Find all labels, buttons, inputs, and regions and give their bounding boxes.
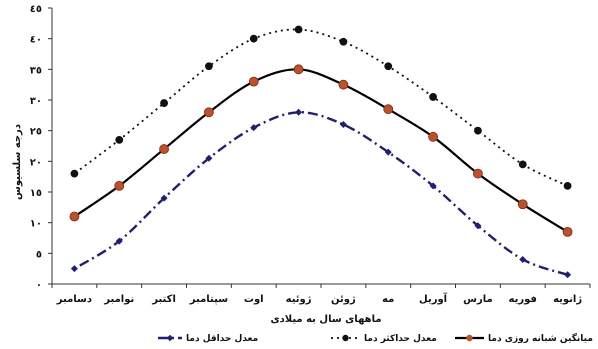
y-tick-label: ٥ xyxy=(36,249,42,260)
data-point xyxy=(159,144,169,154)
x-tick-label: دسامبر xyxy=(56,294,92,305)
x-tick-label: مارس xyxy=(463,294,493,305)
x-axis-ticks: ژانویه فوریه مارس آوریل مه ژوئن ژوئیه اوت سپتامب… xyxy=(51,284,591,305)
data-point xyxy=(70,265,78,273)
legend-item-2: معدل حداکثر دما xyxy=(331,334,437,344)
data-point xyxy=(384,148,392,156)
y-tick-label: ٢٥ xyxy=(30,127,42,138)
legend-swatch-marker xyxy=(342,334,349,342)
y-tick-label: ٣٥ xyxy=(30,65,42,76)
data-point xyxy=(115,135,124,144)
data-point xyxy=(249,34,258,43)
chart-legend: میانگین شبانه روزی دما معدل حداکثر دما معد… xyxy=(158,332,593,344)
y-axis-ticks: ٠ ٥ ١٠ ١٥ ٢٠ ٢٥ ٣٠ ٣٥ ٤٠ ٤٥ xyxy=(30,4,52,291)
y-tick-label: ١٥ xyxy=(30,188,42,199)
data-point xyxy=(384,62,393,71)
data-point xyxy=(294,25,303,34)
data-point xyxy=(563,181,572,190)
data-point xyxy=(114,180,125,191)
data-point xyxy=(518,160,527,169)
data-point xyxy=(519,255,527,263)
x-tick-label: ژانویه xyxy=(553,294,582,305)
series-line xyxy=(73,28,568,187)
data-point xyxy=(339,121,347,129)
data-point xyxy=(160,99,168,107)
data-point xyxy=(295,108,303,116)
x-tick-label: فوریه xyxy=(509,294,537,305)
data-point xyxy=(383,104,394,115)
data-point xyxy=(205,154,213,162)
legend-label: معدل حداکثر دما xyxy=(364,334,437,344)
data-point xyxy=(248,76,259,87)
data-point xyxy=(338,79,349,90)
data-point xyxy=(474,222,482,230)
y-axis-label: درجه سلسیوس xyxy=(12,124,23,200)
data-point xyxy=(474,126,482,135)
x-tick-label: اوت xyxy=(244,294,264,305)
x-tick-label: ژوئیه xyxy=(286,294,312,305)
data-point xyxy=(339,37,348,46)
data-point xyxy=(517,199,528,210)
data-point xyxy=(69,211,80,222)
data-point xyxy=(204,107,214,118)
data-point xyxy=(428,131,438,142)
x-tick-label: مه xyxy=(382,294,394,305)
y-tick-label: ٢٠ xyxy=(30,157,42,168)
y-tick-label: ٣٠ xyxy=(30,96,42,107)
series-2 xyxy=(70,25,572,190)
series-line xyxy=(73,68,569,233)
data-point xyxy=(564,271,572,279)
legend-item-3: معدل حداقل دما xyxy=(158,334,258,344)
series-3 xyxy=(70,108,572,279)
legend-item-1: میانگین شبانه روزی دما xyxy=(455,332,593,344)
series-layer xyxy=(69,25,573,279)
data-point xyxy=(70,169,79,178)
x-tick-label: سپتامبر xyxy=(189,294,228,305)
data-point xyxy=(205,62,213,71)
x-tick-label: اکتبر xyxy=(151,294,176,305)
legend-label: معدل حداقل دما xyxy=(186,334,258,344)
legend-swatch-marker xyxy=(166,334,174,342)
x-axis-label: ماههای سال به میلادی xyxy=(270,314,381,325)
data-point xyxy=(429,182,437,190)
chart-axes xyxy=(51,8,590,285)
data-point xyxy=(115,237,123,245)
legend-label: میانگین شبانه روزی دما xyxy=(488,332,593,344)
data-point xyxy=(250,124,258,132)
x-tick-label: ژوئن xyxy=(331,294,356,305)
data-point xyxy=(293,64,304,75)
x-tick-label: نوامبر xyxy=(103,294,134,305)
data-point xyxy=(473,168,483,179)
data-point xyxy=(160,194,168,202)
x-tick-label: آوریل xyxy=(419,292,448,305)
data-point xyxy=(562,226,573,237)
legend-swatch-marker xyxy=(466,334,473,342)
series-line xyxy=(73,111,568,276)
y-tick-label: ٤٥ xyxy=(30,4,42,15)
series-1 xyxy=(69,64,573,237)
y-tick-label: ٠ xyxy=(36,280,42,291)
y-tick-label: ١٠ xyxy=(30,219,42,230)
y-tick-label: ٤٠ xyxy=(30,35,42,46)
data-point xyxy=(429,93,437,101)
